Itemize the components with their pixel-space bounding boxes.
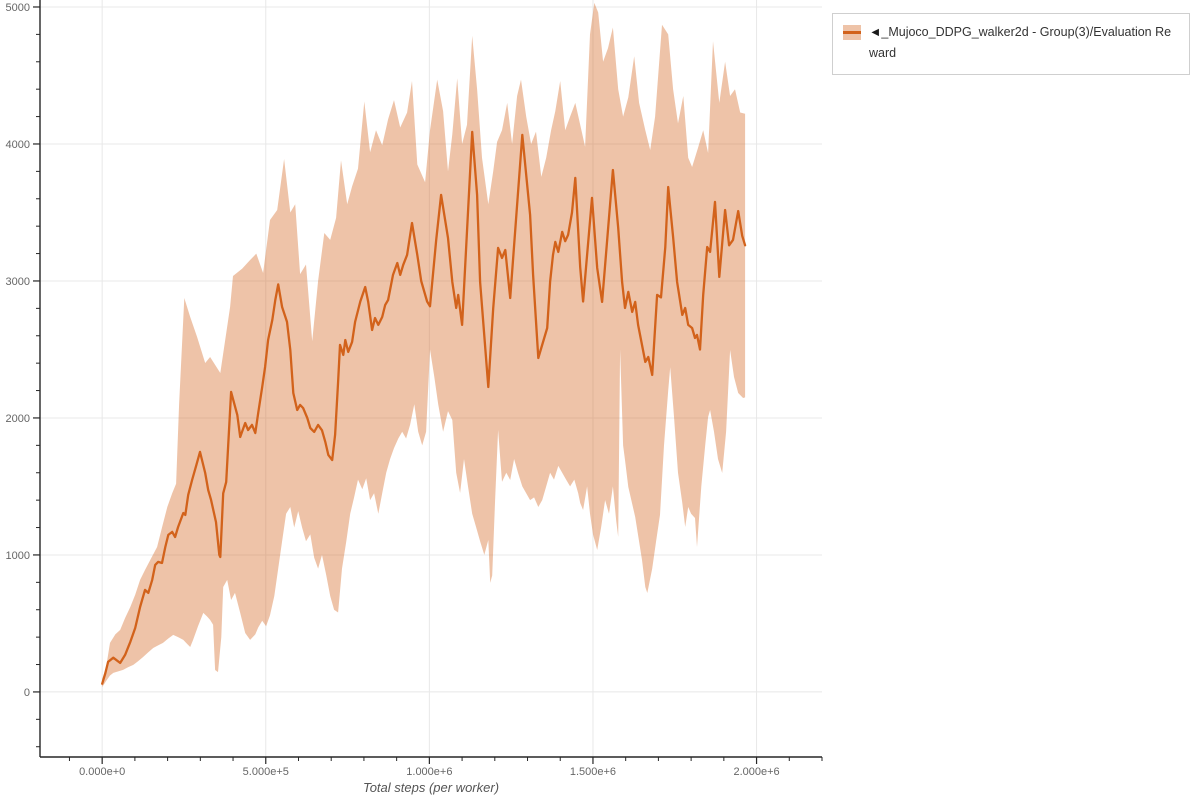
tick-labels: 0.000e+0 5.000e+5 1.000e+6 1.500e+6 2.000e+6… [6, 2, 780, 778]
gridlines [40, 0, 822, 757]
y-tick-label: 5000 [6, 2, 30, 14]
series-confidence-band [102, 2, 746, 688]
x-tick-label: 5.000e+5 [243, 766, 289, 778]
legend-label: ◄_Mujoco_DDPG_walker2d - Group(3)/Evalua… [869, 22, 1179, 64]
x-axis-title: Total steps (per worker) [363, 780, 499, 795]
y-tick-label: 1000 [6, 550, 30, 562]
x-tick-label: 1.500e+6 [570, 766, 616, 778]
legend: ◄_Mujoco_DDPG_walker2d - Group(3)/Evalua… [832, 13, 1190, 75]
legend-toggle-icon: ◄ [869, 25, 882, 39]
legend-label-text: _Mujoco_DDPG_walker2d - Group(3)/Evaluat… [869, 25, 1172, 60]
y-tick-label: 3000 [6, 276, 30, 288]
series-band-swatch-icon [843, 25, 861, 40]
y-tick-label: 0 [24, 687, 30, 699]
series-line-swatch-icon [843, 31, 861, 34]
x-tick-label: 2.000e+6 [733, 766, 779, 778]
legend-item-evaluation-reward[interactable]: ◄_Mujoco_DDPG_walker2d - Group(3)/Evalua… [843, 22, 1179, 64]
x-tick-label: 0.000e+0 [79, 766, 125, 778]
y-tick-label: 4000 [6, 139, 30, 151]
x-tick-label: 1.000e+6 [406, 766, 452, 778]
axis-ticks [33, 6, 823, 764]
y-tick-label: 2000 [6, 413, 30, 425]
series-mean-line [101, 130, 747, 685]
axes [39, 0, 822, 758]
